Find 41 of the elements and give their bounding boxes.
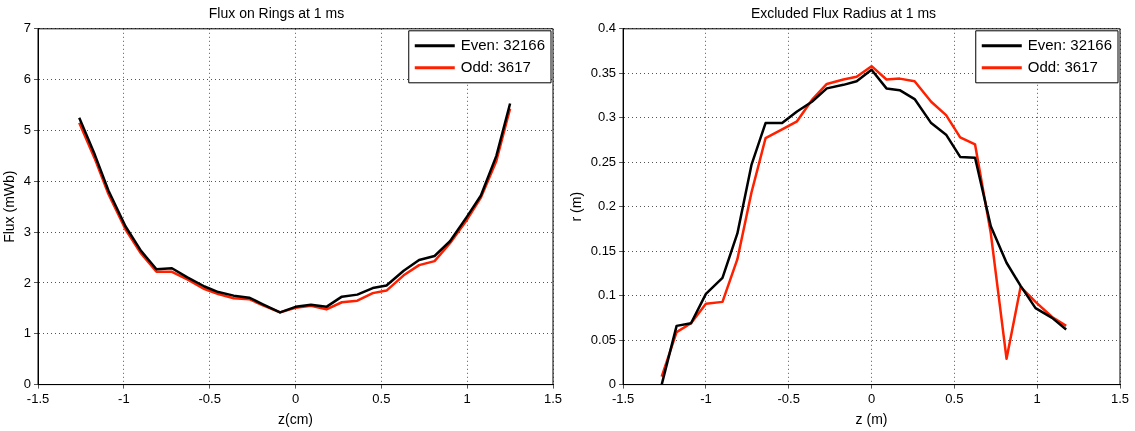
y-tick-label: 0.25 bbox=[590, 153, 617, 169]
y-tick-label: 2 bbox=[23, 274, 32, 290]
x-tick-label: -1 bbox=[118, 390, 130, 406]
chart-title: Flux on Rings at 1 ms bbox=[208, 5, 345, 22]
y-tick-label: 4 bbox=[23, 172, 32, 188]
y-tick-label: 0.1 bbox=[598, 287, 617, 303]
x-tick-label: -1 bbox=[700, 390, 712, 406]
x-tick-label: 1 bbox=[463, 390, 471, 406]
y-tick-label: 0.3 bbox=[598, 109, 617, 125]
legend-label: Odd: 3617 bbox=[1027, 57, 1098, 75]
y-tick-label: 0.4 bbox=[598, 20, 617, 36]
x-tick-label: -0.5 bbox=[777, 390, 800, 406]
x-tick-label: 1 bbox=[1033, 390, 1041, 406]
y-tick-label: 0.05 bbox=[590, 331, 617, 347]
legend-label: Even: 32166 bbox=[1027, 35, 1113, 53]
y-tick-label: 7 bbox=[23, 20, 32, 36]
x-axis-title: z(cm) bbox=[278, 411, 314, 428]
y-axis-title: Flux (mWb) bbox=[1, 170, 18, 243]
x-tick-label: 0 bbox=[867, 390, 876, 406]
legend-label: Odd: 3617 bbox=[460, 57, 531, 75]
y-tick-label: 3 bbox=[23, 223, 32, 239]
y-tick-label: 0 bbox=[23, 376, 32, 392]
x-tick-label: -1.5 bbox=[611, 390, 635, 406]
x-tick-label: -1.5 bbox=[26, 390, 50, 406]
y-tick-label: 0.2 bbox=[598, 198, 617, 214]
legend-label: Even: 32166 bbox=[460, 35, 546, 53]
chart-title: Excluded Flux Radius at 1 ms bbox=[750, 5, 937, 22]
y-tick-label: 6 bbox=[23, 71, 32, 87]
y-tick-label: 5 bbox=[23, 122, 32, 138]
x-tick-label: 0.5 bbox=[372, 390, 391, 406]
y-tick-label: 0.15 bbox=[590, 242, 617, 258]
y-tick-label: 0.35 bbox=[590, 64, 617, 80]
y-tick-label: 1 bbox=[23, 325, 32, 341]
x-tick-label: 1.5 bbox=[1110, 390, 1130, 406]
x-tick-label: -0.5 bbox=[198, 390, 221, 406]
x-tick-label: 0.5 bbox=[945, 390, 964, 406]
x-axis-title: z (m) bbox=[855, 411, 888, 428]
x-tick-label: 0 bbox=[291, 390, 300, 406]
x-tick-label: 1.5 bbox=[543, 390, 563, 406]
y-axis-title: r (m) bbox=[568, 191, 585, 222]
y-tick-label: 0 bbox=[608, 376, 617, 392]
